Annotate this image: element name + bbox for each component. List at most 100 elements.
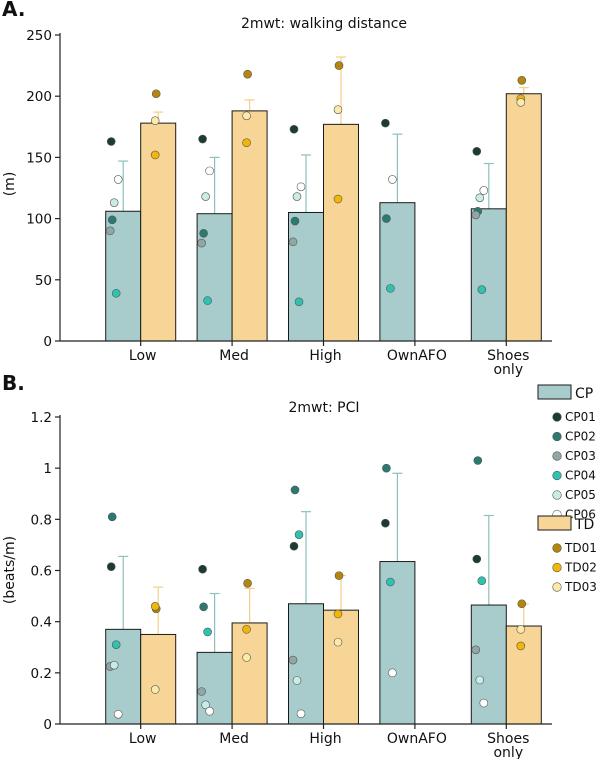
- panel-b-title: 2mwt: PCI: [289, 400, 360, 416]
- legend-group-label: TD: [574, 517, 594, 533]
- point-cp06: [205, 166, 214, 176]
- point-cp06: [113, 175, 123, 184]
- point-cp01: [289, 124, 299, 134]
- y-tick-label: 0.8: [31, 512, 52, 528]
- point-cp02: [290, 216, 300, 226]
- legend-item-label: CP05: [565, 488, 596, 502]
- point-cp05: [292, 192, 302, 201]
- point-cp04: [477, 576, 487, 586]
- point-cp04: [294, 297, 304, 307]
- point-td03: [242, 111, 251, 121]
- point-cp03: [471, 645, 481, 655]
- point-cp04: [477, 285, 487, 294]
- point-td01: [243, 578, 252, 588]
- legend-marker-td01: [552, 543, 562, 553]
- cp-bar: [379, 202, 416, 342]
- point-cp02: [199, 602, 208, 612]
- point-td02: [333, 194, 343, 204]
- point-cp01: [472, 554, 482, 564]
- legend-swatch-cp: [537, 384, 572, 400]
- point-cp03: [288, 237, 298, 247]
- point-cp03: [288, 655, 298, 665]
- point-cp04: [111, 288, 121, 298]
- point-cp05: [475, 675, 485, 685]
- y-tick-label: 250: [26, 28, 52, 44]
- point-td02: [333, 609, 343, 619]
- legend-swatch-td: [537, 515, 572, 531]
- y-tick-label: 1.2: [31, 410, 52, 426]
- y-tick-label: 0.2: [31, 666, 52, 682]
- y-tick-label: 150: [26, 150, 52, 166]
- point-td01: [334, 571, 344, 580]
- x-tick-label: High: [309, 348, 341, 364]
- x-tick-label: Shoes: [487, 731, 529, 747]
- point-td03: [150, 116, 160, 125]
- cp-bar: [105, 628, 142, 725]
- point-cp02: [382, 463, 391, 473]
- legend-item-label: CP02: [565, 430, 596, 444]
- point-cp06: [479, 186, 489, 195]
- legend-item-label: CP04: [565, 469, 596, 483]
- legend-marker-cp02: [552, 431, 562, 442]
- x-tick-label: only: [493, 362, 523, 378]
- point-cp01: [289, 541, 299, 551]
- point-cp02: [199, 228, 208, 238]
- point-cp01: [381, 118, 390, 128]
- y-tick-label: 200: [26, 89, 52, 105]
- panel-a: A. 2mwt: walking distance (m) 0 50 100 150 2…: [2, 0, 552, 378]
- point-cp02: [290, 485, 300, 495]
- x-tick-label: Low: [129, 348, 157, 364]
- point-td01: [517, 75, 527, 85]
- y-tick-label: 0: [43, 717, 52, 733]
- panel-a-title: 2mwt: walking distance: [241, 16, 407, 32]
- legend-item-label: TD01: [564, 541, 597, 555]
- point-td01: [151, 89, 161, 99]
- td-bar: [505, 625, 542, 725]
- legend-marker-cp05: [552, 490, 562, 500]
- point-td03: [333, 637, 343, 647]
- point-cp02: [107, 215, 117, 225]
- panel-a-ylabel: (m): [2, 172, 18, 197]
- panel-a-letter: A.: [2, 0, 25, 21]
- point-cp05: [201, 700, 210, 710]
- point-td03: [150, 685, 160, 694]
- td-bar: [323, 123, 359, 342]
- point-cp04: [294, 530, 304, 539]
- legend-marker-td03: [552, 582, 562, 592]
- x-tick-label: Med: [219, 348, 249, 364]
- x-tick-label: High: [309, 731, 341, 747]
- point-cp06: [479, 698, 489, 708]
- point-cp05: [292, 676, 302, 685]
- y-tick-label: 50: [35, 273, 52, 289]
- legend-marker-cp04: [552, 470, 562, 481]
- panel-b-letter: B.: [2, 371, 25, 395]
- x-tick-label: OwnAFO: [387, 348, 447, 364]
- point-cp02: [107, 512, 117, 522]
- point-td03: [242, 653, 251, 662]
- point-cp05: [201, 192, 210, 201]
- td-bar: [231, 622, 268, 725]
- point-cp01: [106, 562, 116, 571]
- panel-b: B. 2mwt: PCI (beats/m) 0 0.2 0.4 0.6 0.8 1 1.2…: [2, 371, 552, 759]
- point-cp04: [386, 284, 395, 293]
- x-tick-label: Med: [219, 731, 249, 747]
- y-tick-label: 100: [26, 212, 52, 228]
- x-tick-label: OwnAFO: [387, 731, 447, 747]
- legend-marker-cp03: [552, 451, 562, 461]
- point-td03: [516, 98, 526, 107]
- point-cp05: [475, 193, 485, 203]
- point-cp03: [197, 687, 206, 696]
- panel-b-ylabel: (beats/m): [2, 536, 18, 604]
- td-bar: [231, 110, 268, 342]
- point-cp06: [296, 709, 306, 719]
- point-td01: [334, 61, 344, 70]
- y-tick-label: 1: [43, 461, 52, 477]
- point-cp01: [106, 137, 116, 146]
- point-cp01: [381, 518, 390, 528]
- cp-bar: [470, 208, 507, 342]
- cp-bar: [288, 211, 324, 342]
- y-tick-label: 0.6: [31, 564, 52, 580]
- legend-item-label: CP03: [565, 449, 596, 463]
- point-td02: [150, 602, 160, 611]
